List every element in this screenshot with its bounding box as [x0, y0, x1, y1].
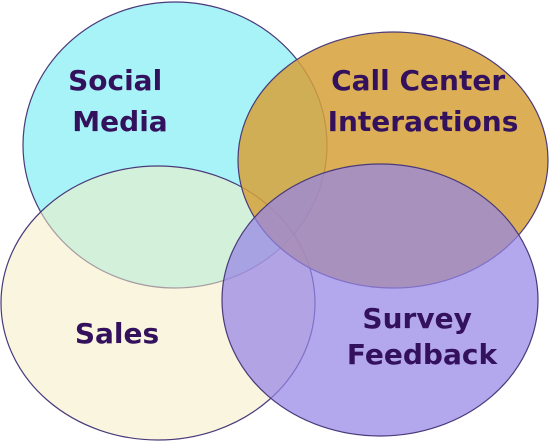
call-center-interactions-label: Call Center Interactions [328, 64, 519, 138]
social-media-label: Social Media [68, 64, 172, 138]
survey-feedback-label: Survey Feedback [347, 302, 499, 371]
labels-layer: Social Media Sales Call Center Interacti… [68, 64, 518, 371]
sales-label: Sales [75, 317, 159, 350]
survey-feedback-circle [221, 163, 539, 437]
